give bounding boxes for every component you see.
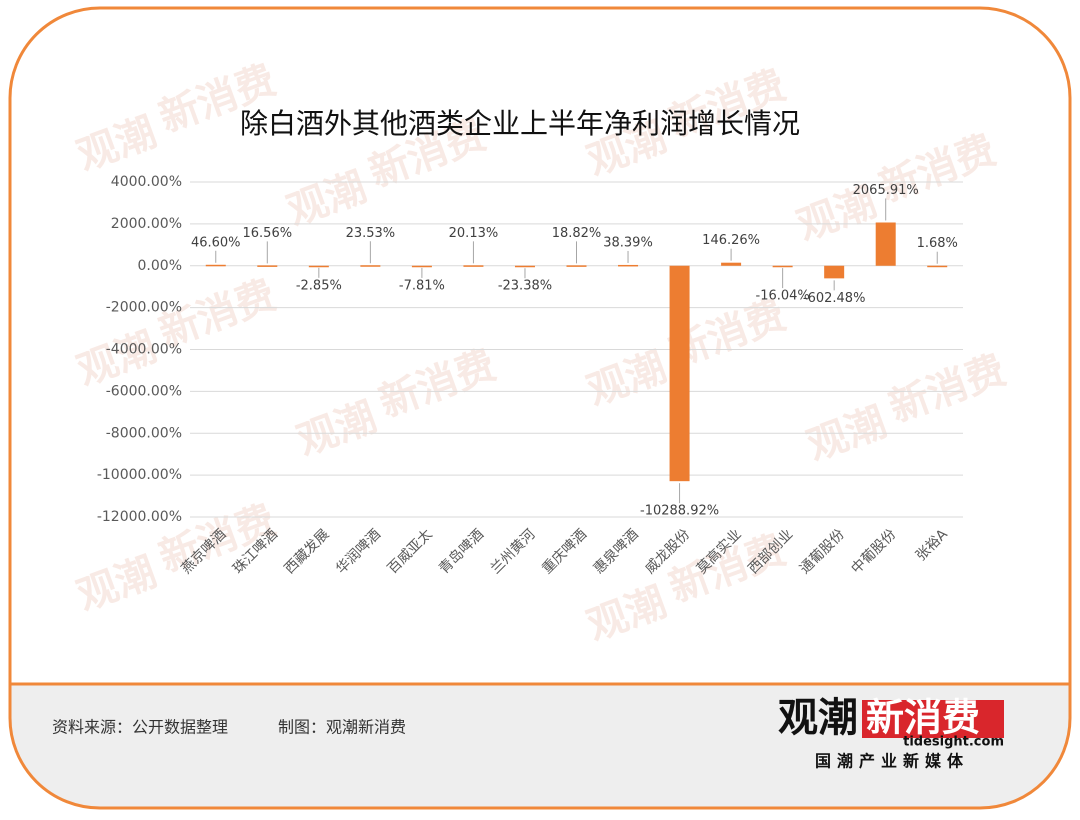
x-tick-label: 百威亚太 (385, 526, 436, 577)
bar (411, 265, 432, 268)
logo-slogan: 国潮产业新媒体 (815, 752, 969, 771)
value-label: 146.26% (702, 233, 760, 248)
value-label: 20.13% (449, 226, 499, 241)
value-label: -7.81% (399, 278, 445, 293)
value-label: 18.82% (552, 226, 602, 241)
value-label: 1.68% (917, 236, 958, 251)
logo-site: tidesight.com (903, 735, 1004, 750)
bar (205, 264, 226, 267)
bar (257, 265, 278, 267)
credit: 制图：观潮新消费 (278, 718, 406, 737)
logo-box (862, 700, 1004, 738)
value-label: -23.38% (498, 279, 552, 294)
value-label: -2.85% (296, 278, 342, 293)
watermark: 观潮 (581, 579, 672, 650)
value-label: 2065.91% (853, 183, 919, 198)
x-tick-label: 华润啤酒 (333, 526, 384, 577)
x-tick-label: 中葡股份 (848, 526, 899, 577)
watermark: 观潮 (581, 344, 672, 415)
source: 资料来源：公开数据整理 (52, 718, 228, 737)
bar (308, 265, 329, 268)
bar (721, 262, 742, 266)
bar (566, 265, 587, 267)
value-label: 16.56% (243, 226, 293, 241)
bar (669, 265, 690, 482)
logo-name-b: 新消费 (866, 696, 980, 740)
logo-name-a: 观潮 (778, 695, 858, 741)
watermark: 新消费 (883, 347, 1011, 431)
x-tick-label: 惠泉啤酒 (590, 526, 642, 578)
y-tick-label: -8000.00% (106, 425, 182, 441)
x-tick-label: 青岛啤酒 (436, 526, 487, 577)
y-tick-label: -10000.00% (97, 467, 182, 483)
value-label: -16.04% (756, 289, 810, 304)
y-tick-label: 2000.00% (111, 216, 182, 232)
chart-title: 除白酒外其他酒类企业上半年净利润增长情况 (240, 107, 800, 140)
x-tick-label: 张裕A (913, 526, 951, 564)
y-tick-label: -12000.00% (97, 509, 182, 525)
y-tick-label: -4000.00% (106, 342, 182, 358)
value-label: 38.39% (603, 235, 653, 250)
watermark: 观潮 (71, 549, 162, 620)
x-tick-label: 通葡股份 (797, 526, 848, 577)
bar (875, 222, 896, 266)
watermark: 新消费 (873, 127, 1001, 211)
bar (618, 264, 639, 267)
y-tick-label: -6000.00% (106, 383, 182, 399)
frame (8, 6, 1072, 810)
watermark: 观潮 (71, 109, 162, 180)
watermark: 新消费 (373, 342, 501, 426)
x-tick-label: 兰州黄河 (487, 526, 539, 578)
x-tick-label: 重庆啤酒 (539, 526, 590, 577)
y-tick-label: 0.00% (138, 258, 182, 274)
bar (463, 265, 484, 267)
watermark: 观潮 (291, 394, 382, 465)
bar (772, 265, 793, 268)
y-tick-label: 4000.00% (111, 174, 182, 190)
bar (927, 265, 948, 268)
bar (824, 265, 845, 279)
value-label: 23.53% (346, 226, 396, 241)
value-label: -602.48% (803, 291, 866, 306)
y-tick-label: -2000.00% (106, 300, 182, 316)
x-tick-label: 西藏发展 (282, 526, 333, 577)
value-label: -10288.92% (640, 504, 719, 519)
bar (360, 265, 381, 267)
value-label: 46.60% (191, 235, 241, 250)
bar (514, 265, 535, 268)
watermark: 观潮 (801, 399, 892, 470)
